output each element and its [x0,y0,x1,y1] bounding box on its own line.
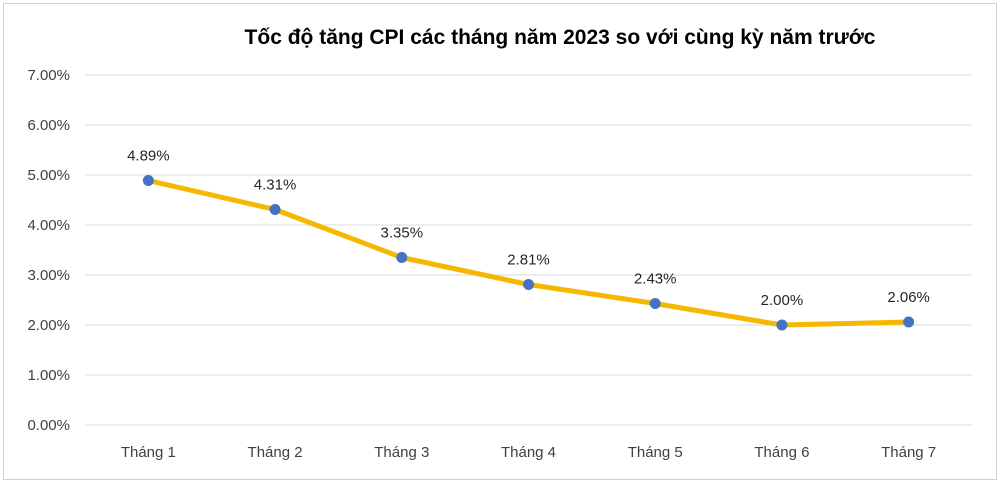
data-point [903,316,915,328]
data-label: 2.43% [634,271,677,288]
data-point [649,298,661,309]
x-tick-label: Tháng 2 [248,444,303,461]
x-tick-label: Tháng 7 [881,444,936,461]
data-label: 2.00% [761,292,804,309]
data-point [523,279,534,290]
data-label: 3.35% [381,225,424,242]
y-tick-label: 2.00% [27,317,70,334]
x-tick-label: Tháng 3 [374,444,429,461]
x-tick-label: Tháng 6 [754,444,809,461]
y-tick-label: 1.00% [27,367,70,384]
y-tick-label: 5.00% [27,167,70,184]
series-points [142,175,915,331]
data-point [396,252,408,263]
y-tick-label: 3.00% [27,267,70,284]
y-tick-label: 7.00% [27,67,70,84]
gridlines [85,74,972,426]
data-labels: 4.89% 4.31% 3.35% 2.81% 2.43% 2.00% 2.06% [127,148,930,310]
x-tick-label: Tháng 4 [501,444,556,461]
chart-frame [3,3,997,480]
x-tick-label: Tháng 5 [628,444,683,461]
data-label: 4.89% [127,148,170,165]
data-point [776,319,788,331]
chart-title: Tốc độ tăng CPI các tháng năm 2023 so vớ… [245,26,876,49]
x-tick-label: Tháng 1 [121,444,176,461]
y-tick-label: 6.00% [27,117,70,134]
data-point [269,204,281,215]
y-tick-label: 0.00% [27,417,70,434]
y-tick-label: 4.00% [27,217,70,234]
data-label: 2.06% [887,289,930,306]
data-label: 2.81% [507,252,550,269]
x-axis-ticks: Tháng 1 Tháng 2 Tháng 3 Tháng 4 Tháng 5 Tháng… [121,444,936,461]
y-axis-ticks: 0.00% 1.00% 2.00% 3.00% 4.00% 5.00% 6.00% 7.00% [27,67,70,434]
data-label: 4.31% [254,177,297,194]
data-point [142,175,154,186]
